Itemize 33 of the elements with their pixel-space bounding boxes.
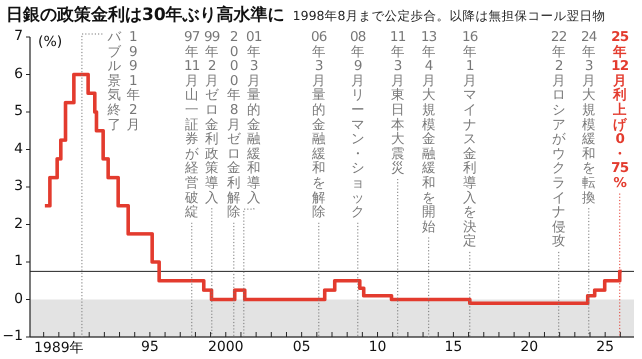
- text: 01年3月量的金融緩和導入: [246, 29, 262, 206]
- y-tick-label: 2: [14, 216, 23, 232]
- chart-subtitle: 1998年8月まで公定歩合。以降は無担保コール翌日物: [292, 8, 606, 25]
- text: 13年4月大規模金融緩和を開始: [420, 29, 436, 235]
- y-tick-label: 7: [14, 28, 23, 44]
- text: 2000年8月ゼロ金利解除: [227, 29, 240, 220]
- text: 99年2月ゼロ金利政策導入: [204, 29, 220, 206]
- x-tick-label: 95: [140, 339, 159, 355]
- y-tick-label: 6: [14, 66, 23, 82]
- text: 06年3月量的金融緩和を解除: [311, 29, 327, 220]
- y-tick-label: 4: [14, 140, 23, 156]
- text: 08年9月リーマン・ショック: [350, 29, 366, 220]
- y-axis-title: (%): [38, 34, 62, 50]
- x-tick-label: 15: [444, 339, 462, 355]
- text: 16年1月マイナス金利導入を決定: [462, 29, 478, 250]
- y-tick-label: 0: [14, 290, 23, 306]
- text: 97年11月山一証券が経営破綻: [184, 29, 200, 220]
- y-tick-label: −1: [2, 328, 23, 344]
- x-tick-label: 25: [596, 339, 614, 355]
- text: 11年3月東日本大震災: [390, 29, 406, 176]
- x-tick-label: 20: [520, 339, 538, 355]
- y-tick-label: 1: [14, 253, 23, 269]
- x-tick-label: 05: [292, 339, 311, 355]
- chart-title: 日銀の政策金利は30年ぶり高水準に: [6, 4, 285, 26]
- x-tick-label: 1989年: [34, 339, 84, 357]
- x-tick-label: 10: [368, 339, 386, 355]
- text: 22年2月ロシアがウクライナ侵攻: [550, 29, 567, 250]
- y-tick-label: 3: [14, 178, 23, 194]
- text: 1991年2月バブル景気終了: [107, 29, 140, 133]
- text: 24年3月大規模緩和を転換: [580, 29, 597, 206]
- y-tick-label: 5: [14, 103, 23, 119]
- text: 25年12月利上げ0・75%: [611, 29, 628, 191]
- x-tick-label: 2000: [208, 339, 244, 355]
